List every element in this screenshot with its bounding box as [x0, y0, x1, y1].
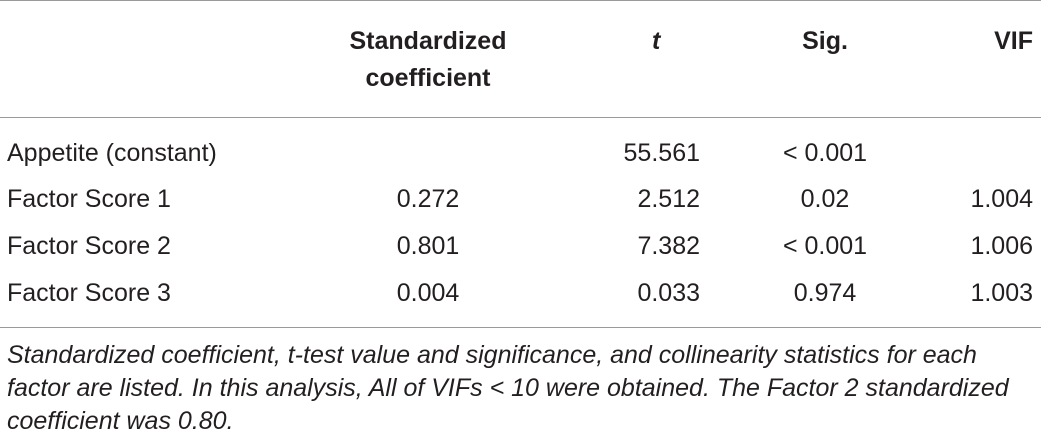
- row-t-value: 55.561: [623, 139, 700, 167]
- row-sig: < 0.001: [782, 232, 868, 260]
- row-t-value: 0.033: [637, 279, 700, 307]
- header-std-line1: Standardized: [349, 27, 507, 55]
- header-t: t: [652, 27, 661, 55]
- row-label: Appetite (constant): [7, 139, 217, 167]
- row-vif: 1.004: [970, 185, 1033, 213]
- row-std-coefficient: 0.272: [396, 185, 460, 213]
- row-label: Factor Score 3: [7, 279, 171, 307]
- table-footnote: Standardized coefficient, t-test value a…: [7, 341, 1009, 435]
- header-sig: Sig.: [802, 27, 848, 55]
- table-bottom-rule: [0, 327, 1041, 328]
- row-std-coefficient: 0.801: [396, 232, 460, 260]
- row-t-value: 7.382: [637, 232, 700, 260]
- row-std-coefficient: 0.004: [396, 279, 460, 307]
- table-top-rule: [0, 0, 1041, 1]
- row-t-value: 2.512: [637, 185, 700, 213]
- row-sig: < 0.001: [782, 139, 868, 167]
- row-sig: 0.02: [800, 185, 850, 213]
- header-standardized-coefficient: Standardized coefficient: [318, 23, 538, 97]
- row-vif: 1.003: [970, 279, 1033, 307]
- row-sig: 0.974: [793, 279, 857, 307]
- header-std-line2: coefficient: [365, 64, 491, 92]
- table-header-rule: [0, 117, 1041, 118]
- header-vif: VIF: [994, 27, 1033, 55]
- row-label: Factor Score 2: [7, 232, 171, 260]
- row-vif: 1.006: [970, 232, 1033, 260]
- row-label: Factor Score 1: [7, 185, 171, 213]
